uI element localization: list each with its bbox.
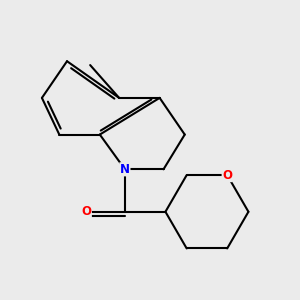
Text: O: O (222, 169, 232, 182)
Text: O: O (81, 205, 91, 218)
Text: N: N (120, 163, 130, 176)
